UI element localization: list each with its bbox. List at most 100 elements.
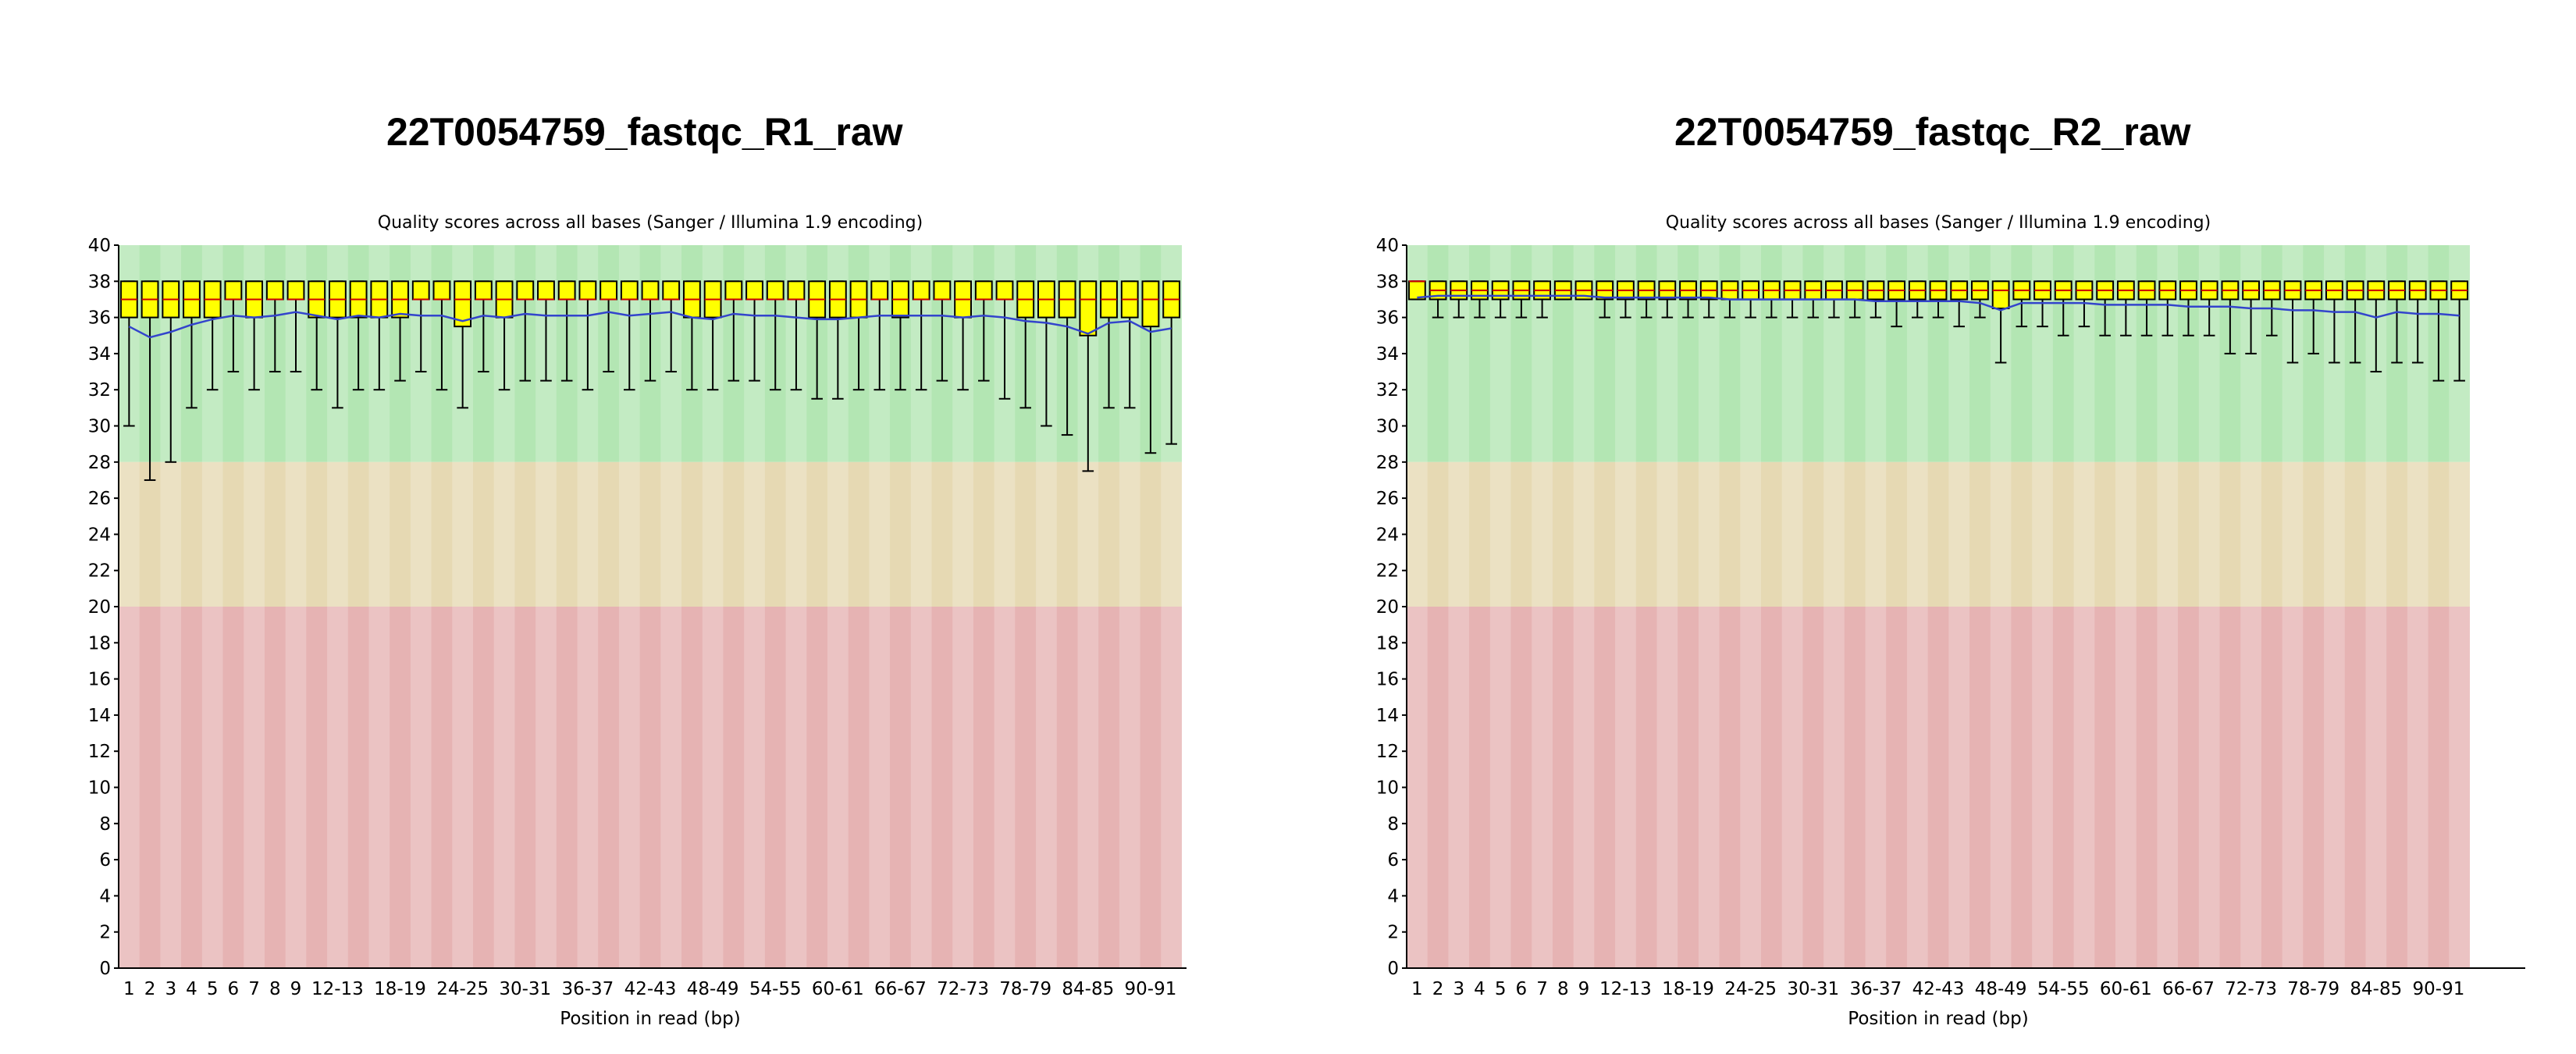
y-tick-label: 40 xyxy=(1376,236,1399,256)
chart-panel-r1: 22T0054759_fastqc_R1_raw Quality scores … xyxy=(0,0,1288,1054)
zone-stripe xyxy=(368,607,390,968)
zone-stripe xyxy=(494,607,515,968)
zone-stripe xyxy=(535,607,557,968)
iqr-box xyxy=(1143,281,1159,326)
zone-band xyxy=(1407,607,2470,968)
y-tick-label: 4 xyxy=(1387,886,1399,906)
x-tick-label: 1 xyxy=(1411,979,1423,999)
y-tick-label: 22 xyxy=(1376,561,1399,582)
iqr-box xyxy=(746,281,763,299)
zone-stripe xyxy=(244,607,265,968)
zone-stripe xyxy=(119,607,140,968)
zone-stripe xyxy=(952,462,973,607)
zone-stripe xyxy=(494,462,515,607)
x-tick-label: 18-19 xyxy=(1662,979,1714,999)
zone-stripe xyxy=(2240,607,2261,968)
zone-stripe xyxy=(2199,462,2220,607)
zone-stripe xyxy=(1615,607,1636,968)
zone-stripe xyxy=(1699,607,1720,968)
zone-stripe xyxy=(2365,607,2386,968)
zone-stripe xyxy=(2282,462,2304,607)
x-tick-label: 84-85 xyxy=(2350,979,2402,999)
zone-stripe xyxy=(1448,245,1469,462)
zone-stripe xyxy=(2074,462,2095,607)
zone-stripe xyxy=(1782,245,1803,462)
zone-stripe xyxy=(2157,245,2178,462)
y-tick-label: 28 xyxy=(1376,453,1399,473)
y-tick-label: 30 xyxy=(1376,417,1399,437)
zone-stripe xyxy=(2407,607,2428,968)
x-tick-label: 7 xyxy=(248,979,260,999)
y-tick-label: 32 xyxy=(88,380,111,401)
zone-band xyxy=(119,462,1182,607)
zone-stripe xyxy=(1823,462,1845,607)
zone-stripe xyxy=(2032,607,2053,968)
x-tick-label: 12-13 xyxy=(311,979,364,999)
zone-stripe xyxy=(1823,245,1845,462)
zone-stripe xyxy=(1574,462,1595,607)
x-tick-label: 5 xyxy=(1495,979,1507,999)
zone-stripe xyxy=(1907,607,1928,968)
y-tick-label: 36 xyxy=(88,308,111,329)
zone-stripe xyxy=(1077,462,1098,607)
y-tick-label: 34 xyxy=(88,344,111,365)
iqr-box xyxy=(913,281,930,299)
zone-stripe xyxy=(2199,245,2220,462)
x-tick-label: 84-85 xyxy=(1062,979,1114,999)
y-tick-label: 12 xyxy=(88,742,111,762)
x-tick-label: 42-43 xyxy=(1912,979,1965,999)
zone-stripe xyxy=(1656,462,1678,607)
x-tick-label: 24-25 xyxy=(1724,979,1777,999)
y-tick-label: 32 xyxy=(1376,380,1399,401)
zone-stripe xyxy=(1656,607,1678,968)
iqr-box xyxy=(475,281,492,299)
zone-stripe xyxy=(619,607,640,968)
iqr-box xyxy=(413,281,429,299)
zone-stripe xyxy=(411,462,432,607)
zone-stripe xyxy=(1991,462,2012,607)
x-tick-label: 48-49 xyxy=(1975,979,2027,999)
y-tick-label: 2 xyxy=(1387,923,1399,943)
zone-stripe xyxy=(1448,607,1469,968)
quality-plot-r1: Quality scores across all bases (Sanger … xyxy=(0,0,1288,1054)
zone-stripe xyxy=(1782,607,1803,968)
zone-stripe xyxy=(1699,245,1720,462)
zone-stripe xyxy=(286,607,307,968)
y-tick-label: 18 xyxy=(1376,633,1399,653)
zone-stripe xyxy=(1574,245,1595,462)
y-tick-label: 36 xyxy=(1376,308,1399,329)
iqr-box xyxy=(642,281,659,299)
zone-stripe xyxy=(660,607,681,968)
zone-stripe xyxy=(1490,607,1511,968)
zone-stripe xyxy=(1866,245,1887,462)
zone-stripe xyxy=(452,607,473,968)
x-tick-label: 90-91 xyxy=(2413,979,2465,999)
y-tick-label: 22 xyxy=(88,561,111,582)
zone-stripe xyxy=(1448,462,1469,607)
zone-stripe xyxy=(1532,462,1553,607)
zone-stripe xyxy=(1077,607,1098,968)
x-tick-label: 78-79 xyxy=(2287,979,2339,999)
x-tick-label: 60-61 xyxy=(812,979,864,999)
zone-stripe xyxy=(1490,245,1511,462)
x-tick-label: 54-55 xyxy=(749,979,802,999)
zone-stripe xyxy=(2032,462,2053,607)
zone-stripe xyxy=(1574,607,1595,968)
zone-stripe xyxy=(869,462,890,607)
zone-stripe xyxy=(1823,607,1845,968)
zone-stripe xyxy=(2074,607,2095,968)
iqr-box xyxy=(538,281,554,299)
y-tick-label: 12 xyxy=(1376,742,1399,762)
zone-stripe xyxy=(1161,462,1182,607)
zone-stripe xyxy=(994,607,1016,968)
iqr-box xyxy=(663,281,679,299)
zone-stripe xyxy=(327,607,348,968)
zone-stripe xyxy=(160,607,181,968)
quality-plot-r2: Quality scores across all bases (Sanger … xyxy=(1288,0,2576,1054)
x-tick-label: 2 xyxy=(1432,979,1444,999)
zone-stripe xyxy=(619,462,640,607)
zone-stripe xyxy=(1948,607,1969,968)
zone-stripe xyxy=(1407,245,1428,462)
zone-stripe xyxy=(1656,245,1678,462)
zone-stripe xyxy=(578,607,599,968)
